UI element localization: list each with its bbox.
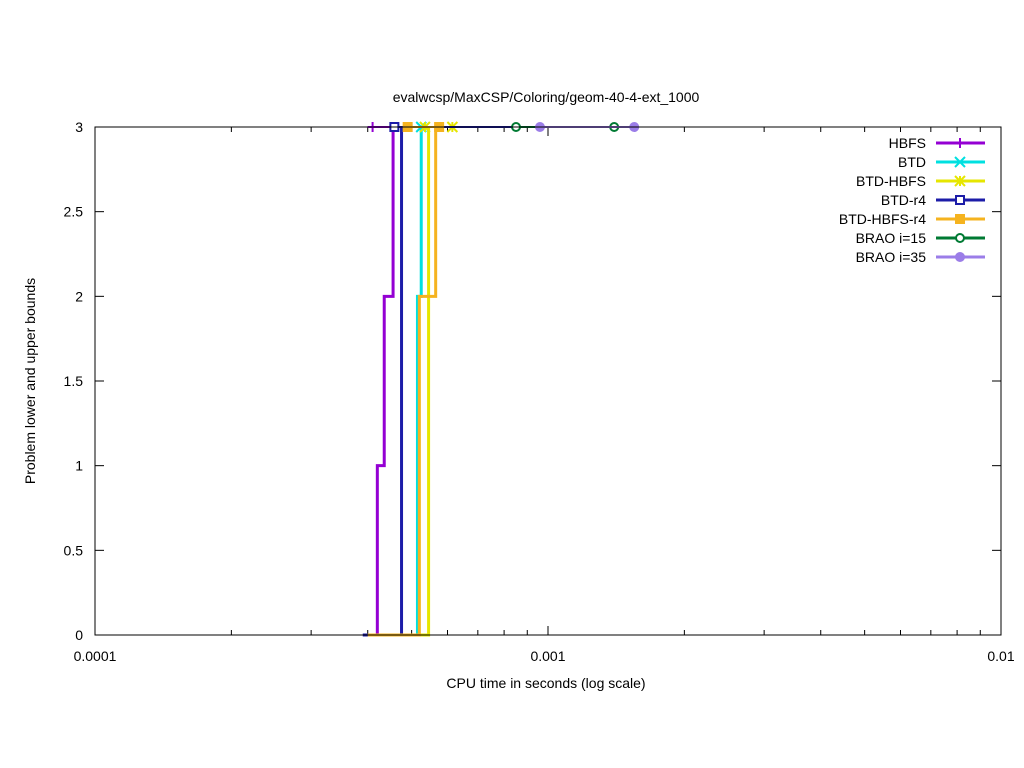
y-axis-label: Problem lower and upper bounds: [22, 278, 38, 484]
x-axis-label: CPU time in seconds (log scale): [446, 675, 645, 691]
series-btd-hbfs: [367, 121, 459, 637]
x-tick-label: 0.01: [987, 648, 1014, 664]
legend-marker: [955, 138, 965, 148]
lower-bound-line: [367, 127, 395, 637]
legend-label: BTD-r4: [881, 192, 926, 208]
y-tick-label: 1.5: [64, 373, 84, 389]
plot-area: [362, 121, 640, 637]
y-tick-label: 3: [75, 119, 83, 135]
legend-entry: BTD: [898, 154, 985, 170]
series-btd-hbfs-r4: [367, 122, 445, 637]
x-tick-label: 0.0001: [74, 648, 117, 664]
legend: HBFS BTD BTD-HBFS BTD-r4 BTD-HBFS-r4 BRAO i=1…: [839, 135, 985, 265]
legend-entry: BTD-HBFS-r4: [839, 211, 985, 227]
legend-entry: HBFS: [889, 135, 985, 151]
ticks: 0.0001 0.001 0.01 0 0.5 1 1.5 2 2.5 3: [64, 119, 1015, 664]
y-tick-label: 0: [75, 627, 83, 643]
series-btd-r4: [362, 122, 628, 637]
legend-marker: [955, 233, 965, 243]
legend-label: BRAO i=15: [856, 230, 927, 246]
lower-bound-line: [362, 127, 404, 637]
legend-label: BTD-HBFS: [856, 173, 926, 189]
legend-label: BTD: [898, 154, 926, 170]
legend-marker: [955, 252, 965, 262]
legend-marker: [955, 214, 965, 224]
plot-frame: [94, 126, 1002, 636]
legend-entry: BTD-r4: [881, 192, 985, 208]
chart-title: evalwcsp/MaxCSP/Coloring/geom-40-4-ext_1…: [393, 89, 700, 105]
legend-label: BRAO i=35: [856, 249, 927, 265]
y-tick-label: 2.5: [64, 204, 84, 220]
y-tick-label: 1: [75, 458, 83, 474]
legend-entry: BRAO i=15: [856, 230, 985, 246]
legend-marker: [954, 175, 966, 187]
legend-entry: BRAO i=35: [856, 249, 985, 265]
series-hbfs: [367, 122, 395, 637]
legend-label: BTD-HBFS-r4: [839, 211, 926, 227]
x-tick-label: 0.001: [530, 648, 565, 664]
y-tick-label: 0.5: [64, 542, 84, 558]
legend-marker: [954, 156, 966, 168]
legend-label: HBFS: [889, 135, 926, 151]
y-tick-label: 2: [75, 288, 83, 304]
legend-entry: BTD-HBFS: [856, 173, 985, 189]
legend-marker: [955, 195, 965, 205]
